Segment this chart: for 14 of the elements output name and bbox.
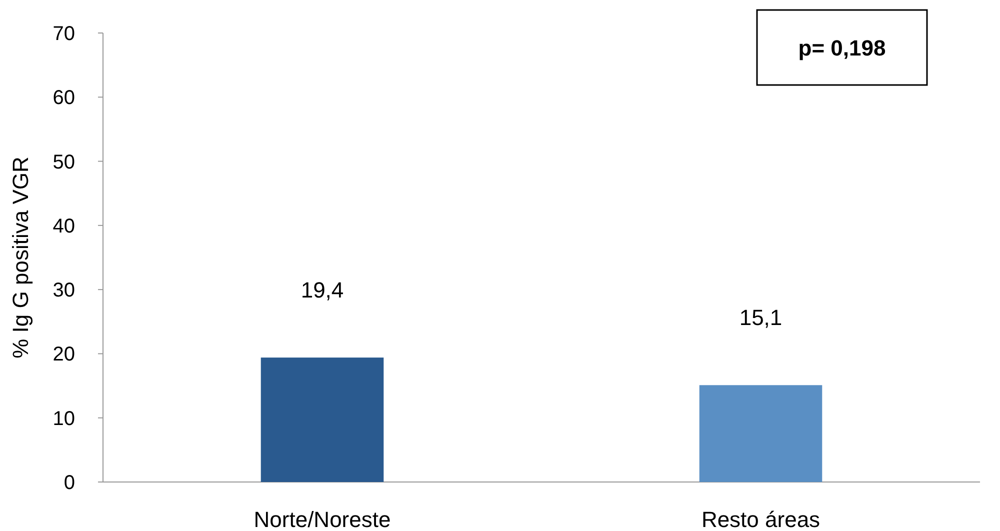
y-tick-label: 10 bbox=[52, 408, 75, 430]
y-axis-title: % Ig G positiva VGR bbox=[8, 156, 33, 358]
annotation: p= 0,198 bbox=[798, 36, 886, 61]
y-tick-label: 30 bbox=[52, 280, 75, 302]
y-tick-label: 70 bbox=[52, 23, 75, 45]
y-tick-label: 20 bbox=[52, 344, 75, 366]
y-tick-label: 40 bbox=[52, 215, 75, 238]
data-label: 15,1 bbox=[739, 305, 782, 330]
x-tick-label: Norte/Noreste bbox=[254, 507, 391, 531]
y-tick-label: 50 bbox=[52, 151, 75, 174]
x-tick-label: Resto áreas bbox=[701, 507, 820, 531]
data-label: 19,4 bbox=[300, 278, 344, 303]
y-tick-label: 60 bbox=[52, 87, 75, 110]
y-tick-label: 0 bbox=[64, 472, 75, 494]
